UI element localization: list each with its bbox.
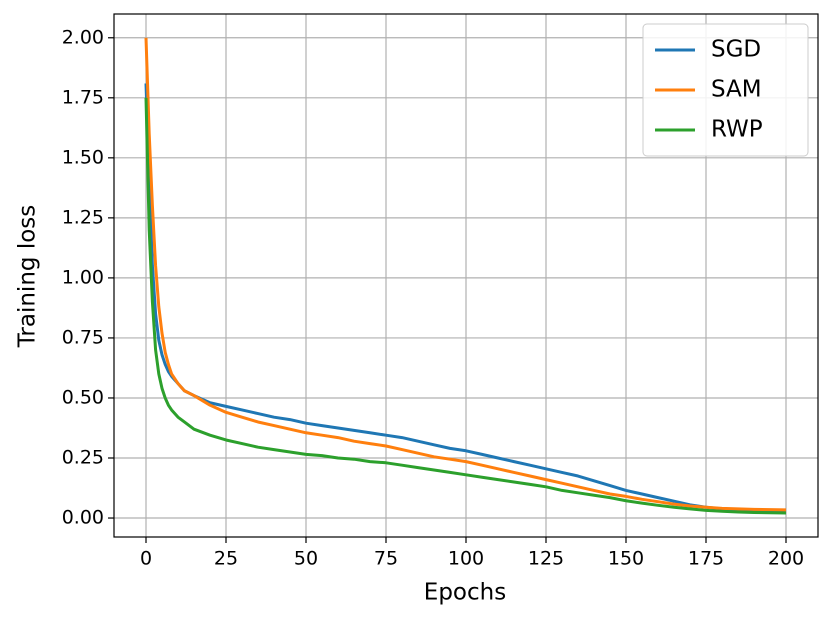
y-tick-label: 1.50: [62, 146, 104, 168]
y-tick-label: 1.00: [62, 266, 104, 288]
y-axis-label: Training loss: [15, 205, 41, 349]
y-tick-label: 0.00: [62, 507, 104, 529]
line: [144, 97, 787, 515]
x-tick-label: 175: [688, 548, 724, 570]
y-tick-label: 0.75: [62, 326, 104, 348]
x-tick-label: 75: [374, 548, 398, 570]
y-tick-label: 0.50: [62, 386, 104, 408]
axes-frame: [113, 13, 819, 538]
x-tick-label: 100: [448, 548, 484, 570]
x-axis-label: Epochs: [424, 580, 506, 606]
y-tick-label: 1.25: [62, 206, 104, 228]
legend-box: [642, 23, 809, 157]
legend-label: SAM: [711, 77, 762, 103]
y-tick-label: 2.00: [62, 26, 104, 48]
x-tick-label: 0: [140, 548, 152, 570]
x-tick-label: 50: [294, 548, 318, 570]
x-tick-label: 125: [528, 548, 564, 570]
legend-label: SGD: [711, 37, 761, 63]
line: [144, 37, 787, 512]
y-tick-label: 1.75: [62, 86, 104, 108]
x-tick-label: 25: [214, 548, 238, 570]
x-tick-label: 150: [608, 548, 644, 570]
y-tick-label: 0.25: [62, 446, 104, 468]
legend-label: RWP: [711, 117, 763, 143]
x-tick-label: 200: [768, 548, 804, 570]
